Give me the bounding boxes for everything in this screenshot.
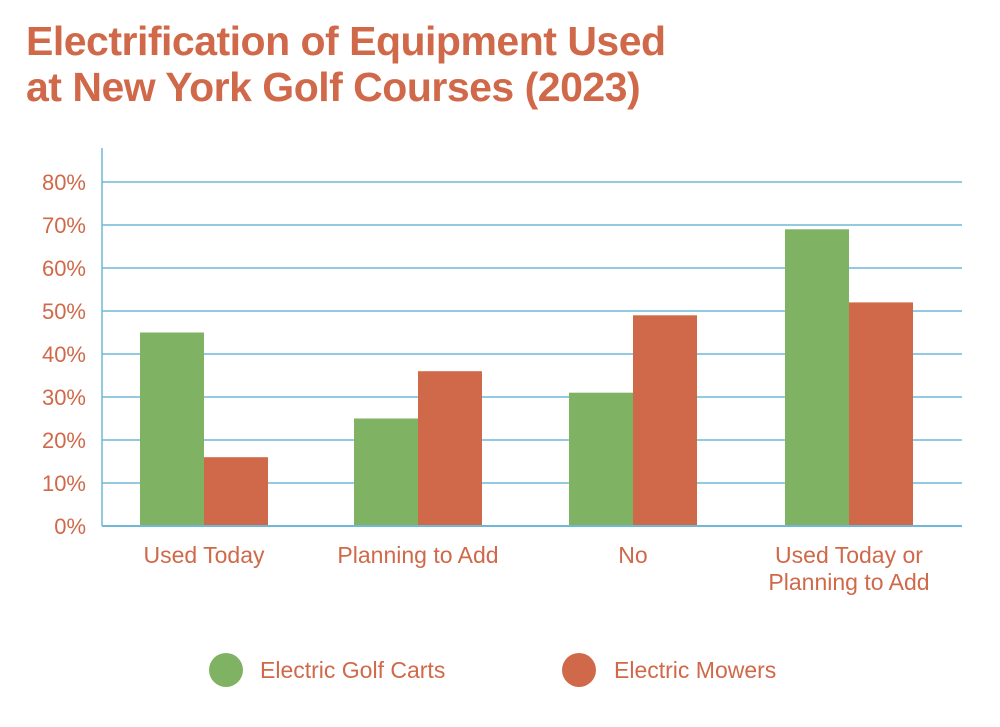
legend-swatch <box>209 653 243 687</box>
y-tick-label: 0% <box>54 514 86 539</box>
x-tick-label: Used Today <box>143 542 265 568</box>
bar-electric-mowers <box>204 457 268 526</box>
y-tick-label: 70% <box>42 213 86 238</box>
bar-electric-mowers <box>418 371 482 526</box>
y-tick-label: 50% <box>42 299 86 324</box>
bar-electric-mowers <box>849 302 913 526</box>
bar-electric-mowers <box>633 315 697 526</box>
y-tick-label: 40% <box>42 342 86 367</box>
chart-title-line-2: at New York Golf Courses (2023) <box>26 64 641 110</box>
chart-title-line-1: Electrification of Equipment Used <box>26 18 666 64</box>
x-tick-label: Planning to Add <box>337 542 498 568</box>
x-axis: Used Today Planning to Add No Used Today or… <box>102 525 962 595</box>
bar-electric-golf-carts <box>140 332 204 526</box>
legend: Electric Golf Carts Electric Mowers <box>209 653 776 687</box>
bar-electric-golf-carts <box>569 392 633 526</box>
y-tick-label: 10% <box>42 471 86 496</box>
y-tick-label: 30% <box>42 385 86 410</box>
bar-electric-golf-carts <box>785 229 849 527</box>
bar-electric-golf-carts <box>354 418 418 526</box>
chart-title: Electrification of Equipment Used at New… <box>26 18 666 110</box>
legend-label: Electric Mowers <box>614 657 776 683</box>
y-tick-label: 60% <box>42 256 86 281</box>
legend-swatch <box>562 653 596 687</box>
x-tick-label: No <box>618 542 647 568</box>
bars <box>140 229 913 527</box>
y-tick-label: 20% <box>42 428 86 453</box>
y-axis: 0% 10% 20% 30% 40% 50% 60% 70% 80% <box>42 148 103 539</box>
legend-label: Electric Golf Carts <box>260 657 445 683</box>
y-tick-label: 80% <box>42 170 86 195</box>
x-tick-label: Used Today or Planning to Add <box>768 542 929 595</box>
